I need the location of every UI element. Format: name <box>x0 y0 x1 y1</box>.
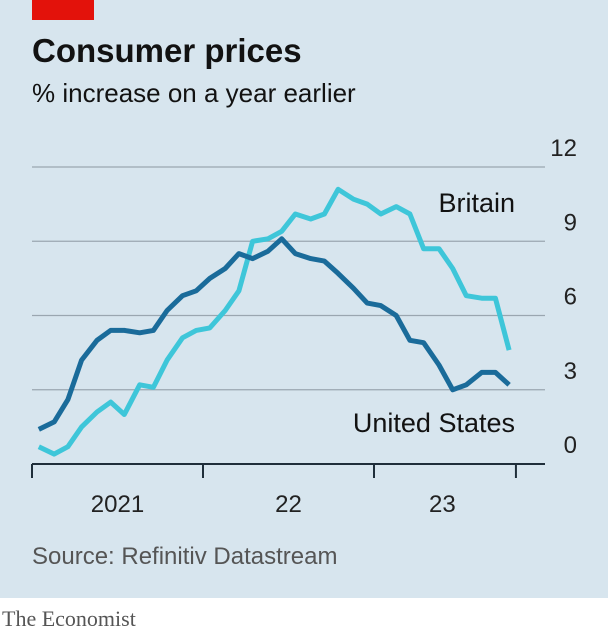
series-line <box>37 186 512 457</box>
y-tick-label: 6 <box>564 284 577 311</box>
chart-title: Consumer prices <box>32 32 302 69</box>
x-tick-label: 23 <box>429 491 456 518</box>
x-tick-label: 2021 <box>91 491 144 518</box>
background <box>0 0 608 598</box>
series-label: Britain <box>438 188 515 218</box>
y-tick-label: 3 <box>564 358 577 385</box>
brand: The Economist <box>2 606 136 631</box>
y-tick-label: 9 <box>564 209 577 236</box>
source: Source: Refinitiv Datastream <box>32 543 337 570</box>
x-tick-label: 22 <box>275 491 302 518</box>
series-line <box>37 236 511 432</box>
brand-tag <box>32 0 94 20</box>
y-tick-label: 0 <box>564 432 577 459</box>
chart-subtitle: % increase on a year earlier <box>32 78 356 108</box>
series-label: United States <box>353 408 515 438</box>
y-tick-label: 12 <box>550 135 577 162</box>
